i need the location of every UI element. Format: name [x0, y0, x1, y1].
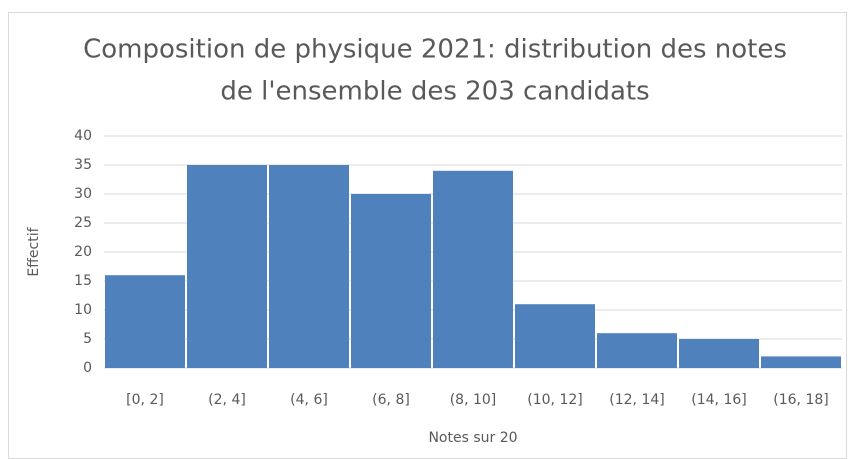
bar [433, 170, 513, 368]
x-tick-label: (12, 14] [609, 392, 664, 408]
y-tick-label: 40 [74, 128, 92, 144]
bar [269, 165, 349, 368]
x-tick-label: (6, 8] [372, 392, 410, 408]
bar [515, 304, 595, 368]
y-tick-label: 15 [74, 273, 92, 289]
x-tick-label: [0, 2] [126, 392, 164, 408]
x-tick-label: (14, 16] [691, 392, 746, 408]
y-tick-label: 5 [83, 331, 92, 347]
x-tick-label: (8, 10] [450, 392, 497, 408]
bar [679, 339, 759, 368]
y-tick-label: 35 [74, 157, 92, 173]
y-tick-label: 25 [74, 215, 92, 231]
bar [187, 165, 267, 368]
y-tick-label: 10 [74, 302, 92, 318]
x-axis-title: Notes sur 20 [428, 430, 517, 446]
x-tick-label: (4, 6] [290, 392, 328, 408]
bar [351, 194, 431, 368]
chart-title: de l'ensemble des 203 candidats [220, 77, 649, 107]
x-tick-label: (2, 4] [208, 392, 246, 408]
chart-title: Composition de physique 2021: distributi… [83, 35, 787, 65]
x-tick-label: (16, 18] [773, 392, 828, 408]
x-tick-label: (10, 12] [527, 392, 582, 408]
bar [761, 356, 841, 368]
y-axis-title: Effectif [26, 226, 42, 276]
y-tick-label: 30 [74, 186, 92, 202]
y-tick-label: 0 [83, 360, 92, 376]
y-tick-label: 20 [74, 244, 92, 260]
bar [597, 333, 677, 368]
bar [105, 275, 185, 368]
